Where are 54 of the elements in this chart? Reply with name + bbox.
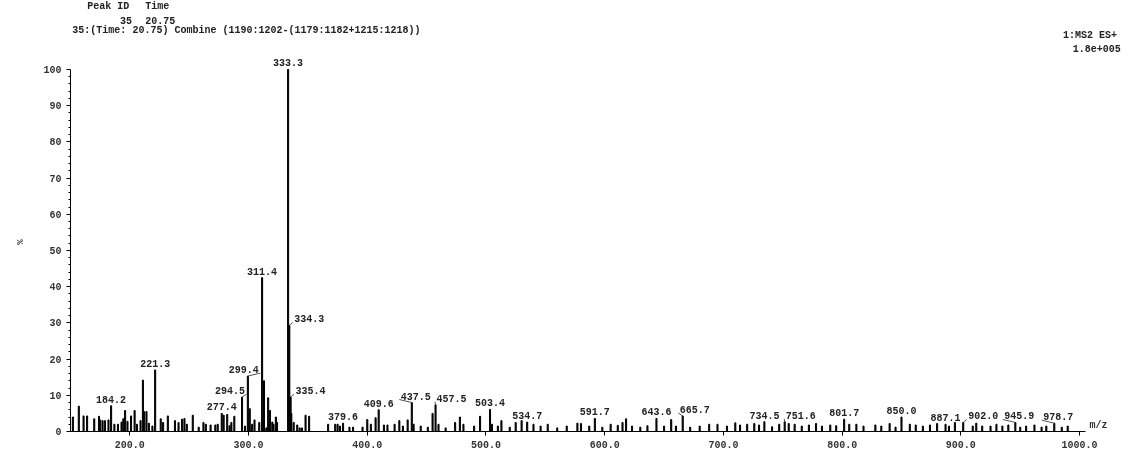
annotation: 409.6 [363, 398, 394, 410]
x-tick-label: 900.0 [945, 439, 976, 450]
y-tick-label: 100 [43, 64, 62, 76]
x-tick-label: 1000.0 [1061, 439, 1098, 450]
annotation: 457.5 [436, 393, 467, 405]
y-tick-label: 40 [49, 282, 62, 294]
text: 35 [120, 15, 133, 27]
annotation: 902.0 [968, 411, 999, 423]
x-tick-label: 200.0 [114, 439, 145, 450]
y-tick-label: 90 [49, 101, 62, 113]
annotation: 335.4 [295, 386, 326, 398]
annotation: 591.7 [579, 407, 610, 419]
y-tick-label: 30 [49, 318, 62, 330]
annotation: 978.7 [1043, 412, 1074, 424]
x-axis-title: m/z [1089, 419, 1108, 431]
text: 1.8e+005 [1072, 43, 1121, 55]
annotation: 734.5 [749, 410, 780, 422]
text: 1:MS2 ES+ [1062, 29, 1117, 41]
y-tick-label: 20 [49, 354, 62, 366]
annotation: 665.7 [679, 404, 710, 416]
annotation: 534.7 [512, 411, 543, 423]
annotation: 801.7 [829, 408, 860, 420]
annotation: 311.4 [247, 266, 278, 278]
x-tick-label: 400.0 [352, 439, 383, 450]
y-tick-label: 10 [49, 390, 62, 402]
annotation: 887.1 [930, 413, 961, 425]
annotation: 503.4 [475, 398, 506, 410]
y-tick-label: 80 [49, 137, 62, 149]
y-tick-label: 60 [49, 209, 62, 221]
annotation: 334.3 [294, 314, 325, 326]
y-tick-label: 50 [49, 245, 62, 257]
annotation: 277.4 [206, 402, 237, 414]
annotation: 184.2 [96, 394, 127, 406]
annotation: 751.6 [785, 410, 816, 422]
annotation: 945.9 [1004, 411, 1035, 423]
text: 35:(Time: 20.75) Combine (1190:1202-(1179:1182+1215:1218)) [72, 24, 421, 36]
annotation: 333.3 [273, 58, 304, 70]
annotation: 850.0 [886, 406, 917, 418]
annotation: 437.5 [400, 391, 431, 403]
x-tick-label: 700.0 [708, 439, 739, 450]
x-tick-label: 800.0 [827, 439, 858, 450]
annotation: 299.4 [228, 365, 259, 377]
annotation: 294.5 [215, 386, 246, 398]
text: Peak ID [87, 0, 130, 12]
y-axis-title: % [16, 238, 27, 245]
annotation: 379.6 [328, 412, 359, 424]
y-tick-label: 0 [55, 427, 62, 438]
x-tick-label: 500.0 [470, 439, 502, 450]
y-tick-label: 70 [49, 173, 62, 185]
text: Time [145, 0, 170, 12]
annotation: 643.6 [641, 407, 672, 419]
x-tick-label: 600.0 [589, 439, 620, 450]
annotation: 221.3 [140, 358, 171, 370]
x-tick-label: 300.0 [233, 439, 264, 450]
